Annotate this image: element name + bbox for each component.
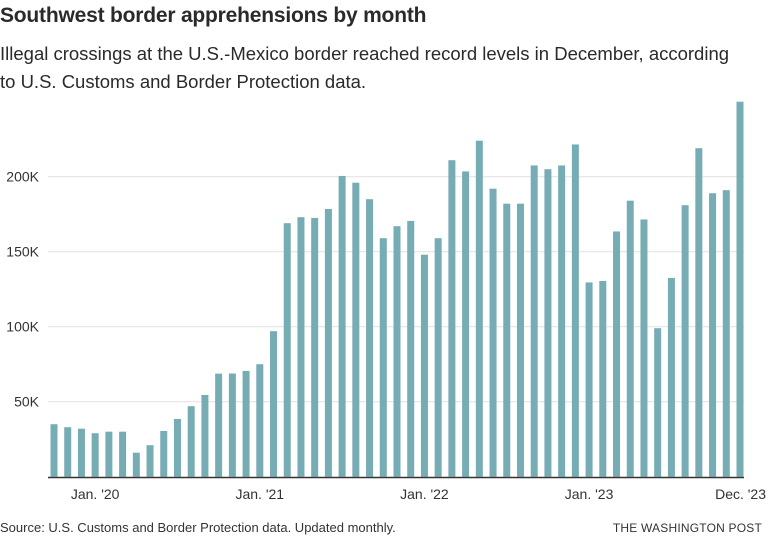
bar <box>462 171 470 477</box>
y-tick-label: 50K <box>14 394 40 410</box>
x-tick-label: Jan. '23 <box>565 486 614 502</box>
chart-subtitle: Illegal crossings at the U.S.-Mexico bor… <box>0 43 730 92</box>
bar <box>407 220 415 477</box>
bar <box>201 394 209 477</box>
bar <box>544 169 552 477</box>
chart-title: Southwest border apprehensions by month <box>0 4 427 27</box>
bar <box>187 406 195 477</box>
x-tick-label: Jan. '22 <box>400 486 449 502</box>
bar <box>283 223 291 477</box>
bar <box>160 430 168 477</box>
bar <box>132 452 140 477</box>
bar <box>379 238 387 477</box>
bar <box>146 445 154 477</box>
bar <box>613 231 621 477</box>
bar <box>722 190 730 477</box>
bar <box>77 428 85 477</box>
bar <box>516 203 524 477</box>
bar <box>228 373 236 477</box>
bar <box>119 431 127 477</box>
bar <box>695 148 703 477</box>
bar <box>256 364 264 477</box>
bar <box>393 226 401 477</box>
source-note: Source: U.S. Customs and Border Protecti… <box>0 520 396 535</box>
bar <box>489 188 497 477</box>
x-axis: Jan. '20 Jan. '21 Jan. '22 Jan. '23 Dec. '23 <box>71 486 766 502</box>
bar <box>50 424 58 477</box>
bar <box>64 427 72 477</box>
bar <box>366 199 374 477</box>
bar <box>352 182 360 477</box>
bar <box>736 101 744 477</box>
x-tick-label: Jan. '21 <box>235 486 284 502</box>
bar <box>599 280 607 477</box>
bar <box>530 165 538 477</box>
bar <box>324 208 332 477</box>
bar <box>654 328 662 477</box>
y-axis: 50K 100K 150K 200K <box>6 169 39 410</box>
bar <box>681 205 689 477</box>
bar <box>338 175 346 477</box>
bar <box>558 165 566 477</box>
bar <box>585 282 593 477</box>
bar <box>640 219 648 477</box>
bar <box>215 373 223 477</box>
bar <box>434 238 442 477</box>
bar <box>173 418 181 477</box>
bar <box>91 433 99 477</box>
bar <box>270 331 278 477</box>
bar <box>105 431 113 477</box>
bar <box>448 160 456 477</box>
bar <box>311 217 319 477</box>
bar <box>242 370 250 477</box>
bar <box>297 217 305 477</box>
x-tick-label: Dec. '23 <box>715 486 766 502</box>
y-tick-label: 150K <box>6 244 39 260</box>
publisher-credit: THE WASHINGTON POST <box>612 521 762 535</box>
y-tick-label: 100K <box>6 319 39 335</box>
bars <box>50 101 744 477</box>
bar <box>420 254 428 477</box>
bar <box>667 277 675 477</box>
bar <box>503 203 511 477</box>
bar <box>475 140 483 477</box>
bar <box>571 144 579 477</box>
bar <box>626 200 634 477</box>
y-tick-label: 200K <box>6 169 39 185</box>
x-tick-label: Jan. '20 <box>71 486 120 502</box>
bar <box>709 193 717 477</box>
